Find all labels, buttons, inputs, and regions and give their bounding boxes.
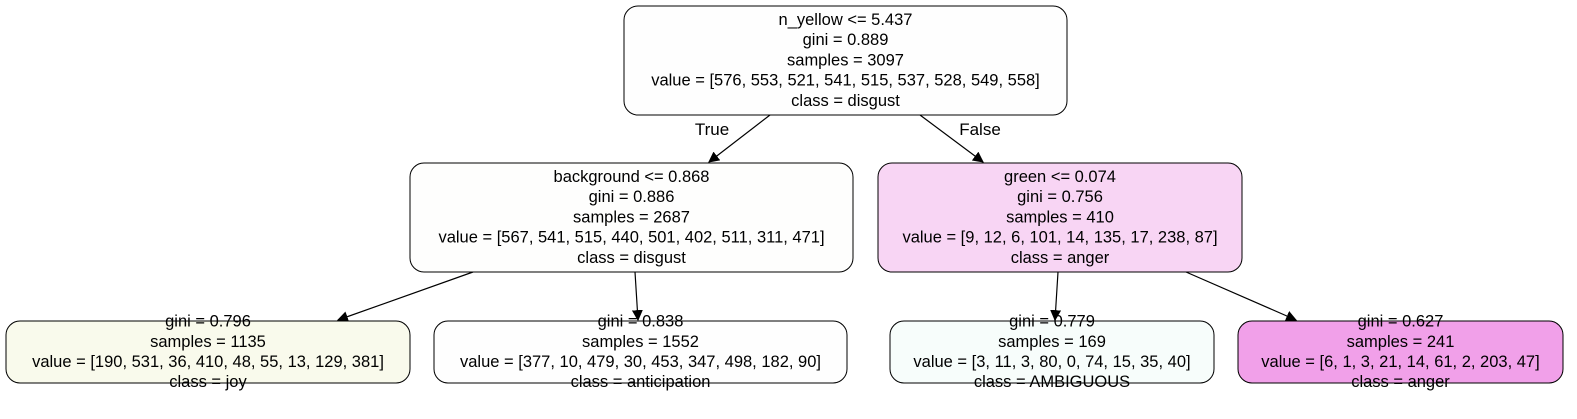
edges-layer: True False	[336, 114, 1298, 322]
node-class: class = disgust	[791, 92, 900, 110]
node-samples: samples = 2687	[573, 208, 690, 226]
tree-node-left: background <= 0.868 gini = 0.886 samples =…	[409, 162, 854, 273]
node-gini: gini = 0.779	[1009, 313, 1095, 331]
nodes-layer: n_yellow <= 5.437 gini = 0.889 samples = 3…	[5, 5, 1564, 391]
node-class: class = anticipation	[571, 373, 711, 391]
tree-node-right: green <= 0.074 gini = 0.756 samples = 410 v…	[877, 162, 1243, 273]
node-box	[877, 162, 1243, 273]
node-box	[5, 320, 411, 384]
node-split-rule: green <= 0.074	[1004, 168, 1116, 186]
edge-label-true: True	[695, 120, 729, 139]
edge-left-to-leaf1	[336, 271, 474, 322]
node-class: class = disgust	[577, 249, 686, 267]
node-class: class = AMBIGUOUS	[974, 373, 1130, 391]
node-gini: gini = 0.756	[1017, 188, 1103, 206]
node-gini: gini = 0.838	[598, 313, 684, 331]
node-value: value = [190, 531, 36, 410, 48, 55, 13, …	[32, 353, 384, 371]
node-split-rule: background <= 0.868	[554, 168, 710, 186]
edge-root-to-right	[919, 114, 984, 163]
node-value: value = [3, 11, 3, 80, 0, 74, 15, 35, 40…	[913, 353, 1190, 371]
node-value: value = [576, 553, 521, 541, 515, 537, 5…	[651, 72, 1040, 90]
node-box	[1237, 320, 1564, 384]
tree-node-leaf4: gini = 0.627 samples = 241 value = [6, 1, …	[1237, 313, 1564, 391]
edge-right-to-leaf4	[1185, 271, 1298, 322]
node-value: value = [9, 12, 6, 101, 14, 135, 17, 238…	[902, 229, 1217, 247]
node-value: value = [377, 10, 479, 30, 453, 347, 498…	[460, 353, 821, 371]
node-gini: gini = 0.889	[803, 31, 889, 49]
tree-node-leaf1: gini = 0.796 samples = 1135 value = [190, …	[5, 313, 411, 391]
node-gini: gini = 0.886	[589, 188, 675, 206]
edge-root-to-left	[708, 114, 771, 163]
node-box	[623, 5, 1068, 116]
node-gini: gini = 0.796	[165, 313, 251, 331]
node-class: class = joy	[169, 373, 247, 391]
node-box	[433, 320, 848, 384]
tree-node-root: n_yellow <= 5.437 gini = 0.889 samples = 3…	[623, 5, 1068, 116]
node-samples: samples = 1135	[150, 333, 266, 351]
node-value: value = [6, 1, 3, 21, 14, 61, 2, 203, 47…	[1261, 353, 1539, 371]
node-samples: samples = 241	[1347, 333, 1455, 351]
node-samples: samples = 410	[1006, 208, 1114, 226]
edge-label-false: False	[959, 120, 1001, 139]
node-samples: samples = 3097	[787, 51, 904, 69]
node-value: value = [567, 541, 515, 440, 501, 402, 5…	[438, 229, 824, 247]
node-gini: gini = 0.627	[1358, 313, 1444, 331]
node-box	[409, 162, 854, 273]
tree-node-leaf3: gini = 0.779 samples = 169 value = [3, 11,…	[889, 313, 1215, 391]
node-class: class = anger	[1351, 373, 1450, 391]
node-split-rule: n_yellow <= 5.437	[779, 11, 913, 29]
node-class: class = anger	[1011, 249, 1110, 267]
node-samples: samples = 169	[998, 333, 1106, 351]
edge-left-to-leaf2	[631, 271, 643, 322]
tree-node-leaf2: gini = 0.838 samples = 1552 value = [377, …	[433, 313, 848, 391]
node-samples: samples = 1552	[582, 333, 699, 351]
node-box	[889, 320, 1215, 384]
edge-right-to-leaf3	[1050, 271, 1062, 322]
